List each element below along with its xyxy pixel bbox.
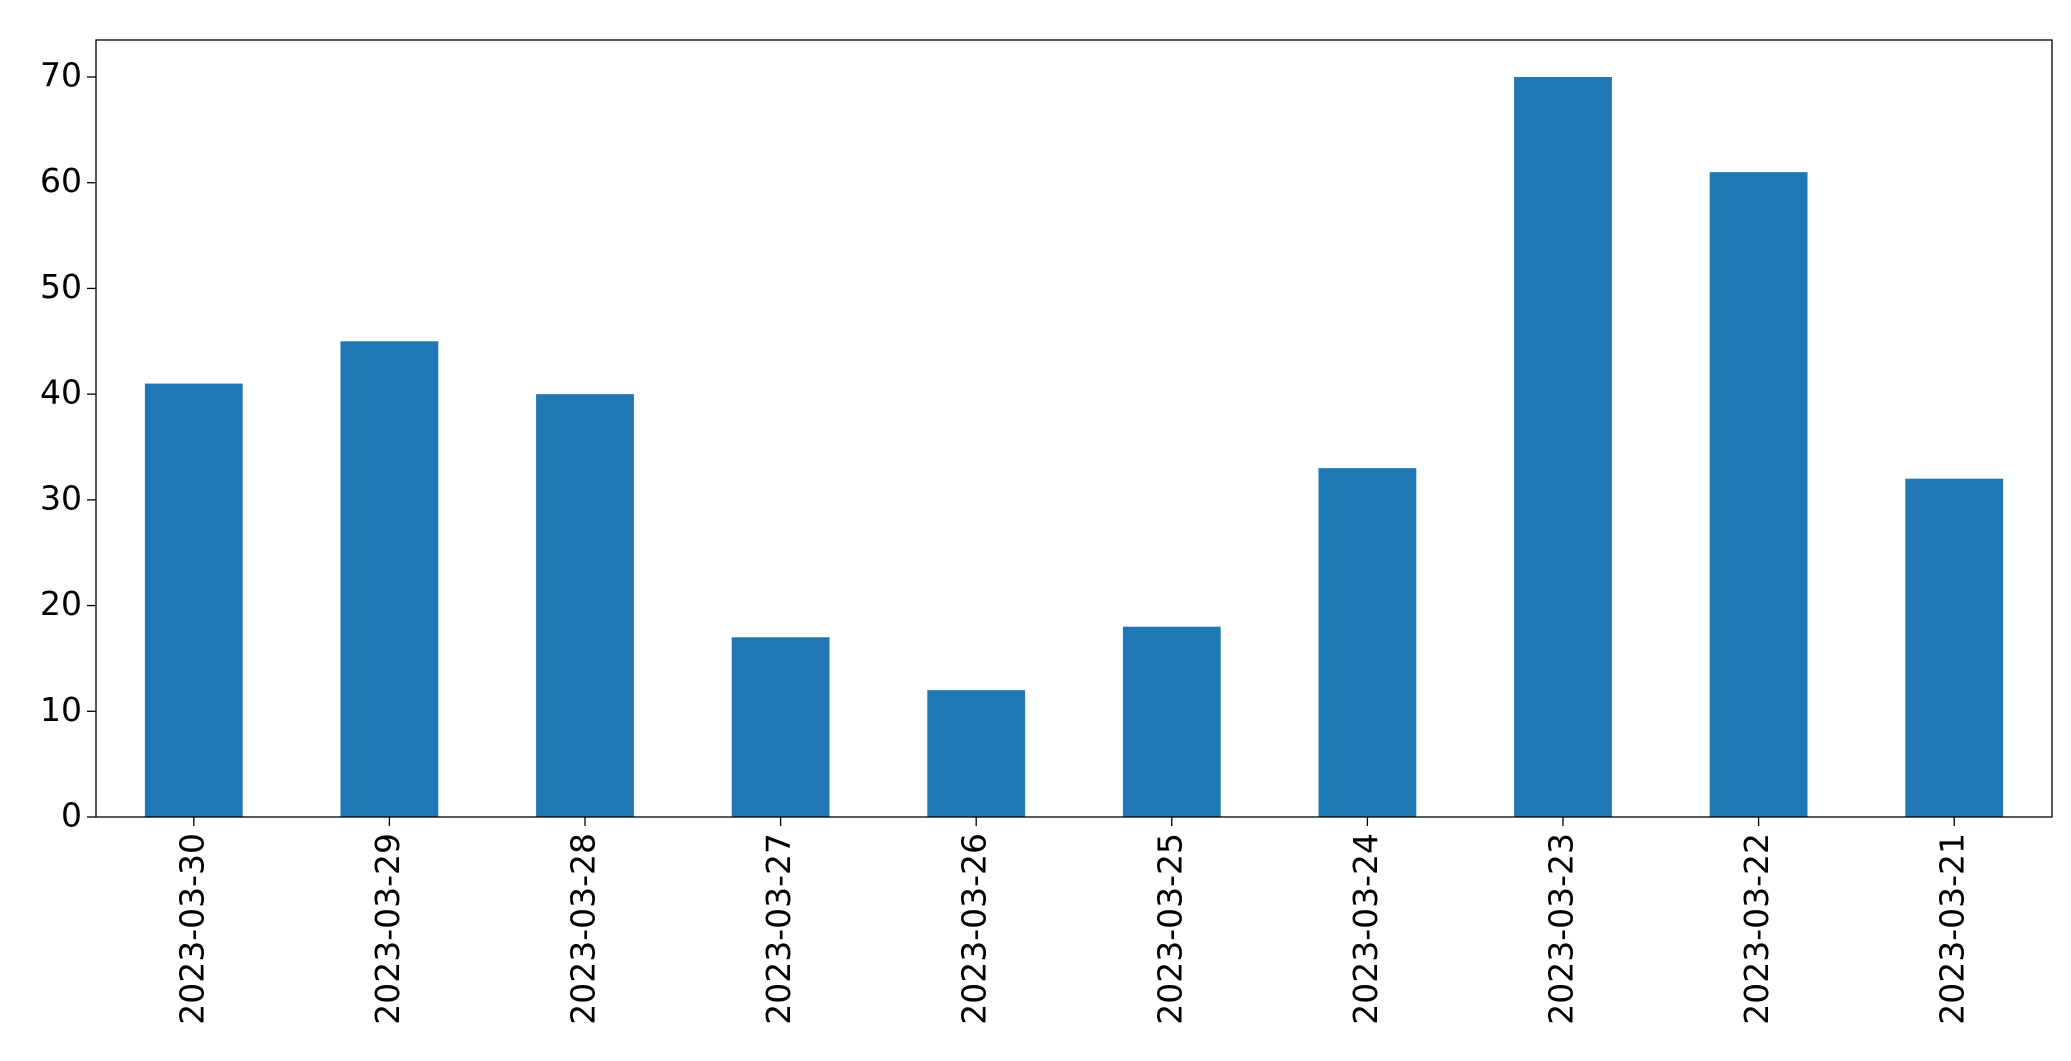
y-tick-label: 20 (40, 584, 82, 623)
bar (144, 383, 243, 817)
bar (1709, 172, 1808, 818)
y-tick-label: 10 (40, 690, 82, 729)
bar (927, 690, 1026, 817)
bar (1514, 77, 1612, 817)
bar (1122, 626, 1221, 817)
x-tick-label: 2023-03-27 (759, 833, 798, 1025)
x-tick-label: 2023-03-23 (1542, 833, 1581, 1025)
plot-frame (95, 39, 2053, 818)
x-tick-label: 2023-03-22 (1737, 833, 1776, 1025)
x-tick-label: 2023-03-25 (1150, 833, 1189, 1025)
x-tick-label: 2023-03-24 (1346, 833, 1385, 1025)
y-tick-label: 70 (40, 56, 82, 95)
x-tick-label: 2023-03-30 (172, 833, 211, 1025)
y-tick-label: 50 (40, 267, 82, 306)
bar (731, 637, 830, 817)
bar (1318, 468, 1417, 817)
y-tick-label: 40 (40, 373, 82, 412)
y-tick-label: 60 (40, 161, 82, 200)
bar (1905, 478, 2004, 817)
x-tick-label: 2023-03-29 (368, 833, 407, 1025)
x-tick-label: 2023-03-26 (955, 833, 994, 1025)
y-tick-label: 30 (40, 478, 82, 517)
y-tick-label: 0 (61, 796, 82, 835)
bar (536, 394, 634, 817)
x-tick-label: 2023-03-28 (564, 833, 603, 1025)
bar (340, 341, 439, 817)
x-tick-label: 2023-03-21 (1933, 833, 1972, 1025)
